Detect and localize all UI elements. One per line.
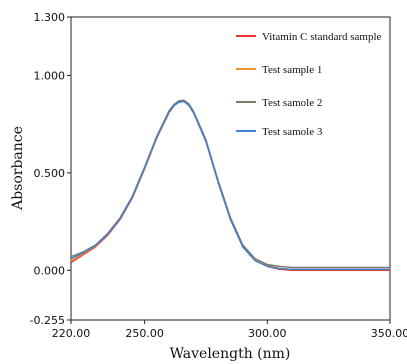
- legend-label: Test sample 1: [262, 64, 322, 76]
- x-tick-label: 300.00: [248, 327, 287, 340]
- x-tick-label: 220.00: [52, 327, 91, 340]
- legend-label: Test samole 2: [262, 97, 322, 109]
- y-tick-label: 0.000: [34, 264, 66, 277]
- x-tick-label: 250.00: [125, 327, 164, 340]
- y-tick-label: 1.000: [34, 69, 66, 82]
- series-line-3: [70, 99, 390, 269]
- y-tick-label: -0.255: [30, 314, 65, 327]
- series-line-2: [70, 99, 390, 270]
- y-axis-ticks: 1.300 1.000 0.500 0.000 -0.255: [30, 11, 71, 327]
- y-axis-title: Absorbance: [10, 126, 26, 211]
- x-axis-title: Wavelength (nm): [170, 346, 291, 362]
- legend-label: Vitamin C standard sample: [262, 31, 382, 43]
- legend-label: Test samole 3: [262, 126, 323, 138]
- x-tick-label: 350.00: [371, 327, 407, 340]
- y-tick-label: 1.300: [34, 11, 66, 24]
- series-line-4: [70, 100, 390, 270]
- plot-frame: [70, 16, 391, 321]
- series-line-1: [70, 100, 390, 271]
- y-tick-label: 0.500: [34, 167, 66, 180]
- x-axis-ticks: 220.00 250.00 300.00 350.00: [52, 320, 407, 340]
- series-lines: [70, 99, 390, 271]
- legend: Vitamin C standard sample Test sample 1 Te…: [236, 31, 382, 138]
